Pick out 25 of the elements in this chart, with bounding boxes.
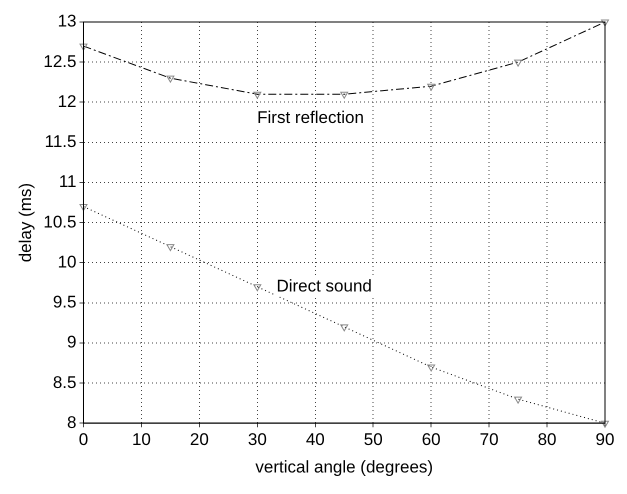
x-axis-title: vertical angle (degrees): [255, 457, 434, 476]
x-tick-label: 80: [538, 430, 557, 450]
x-tick-label: 30: [248, 430, 267, 450]
annotation: First reflection: [257, 108, 364, 127]
x-tick-label: 70: [480, 430, 499, 450]
y-tick-label: 8.5: [52, 372, 76, 392]
y-tick-label: 9: [67, 332, 76, 352]
x-tick-label: 0: [78, 430, 88, 450]
x-tick-label: 10: [132, 430, 151, 450]
x-tick-label: 60: [422, 430, 441, 450]
x-tick-label: 90: [596, 430, 614, 450]
y-tick-label: 11: [58, 172, 76, 192]
x-tick-label: 20: [190, 430, 209, 450]
x-tick-label: 40: [306, 430, 325, 450]
y-tick-label: 12: [58, 92, 76, 111]
y-tick-label: 12.5: [43, 52, 76, 71]
y-axis-title: delay (ms): [16, 182, 35, 262]
y-tick-label: 10.5: [43, 212, 76, 232]
y-tick-label: 13: [58, 12, 76, 31]
y-tick-label: 8: [67, 412, 76, 432]
annotation: Direct sound: [276, 276, 372, 296]
x-tick-label: 50: [364, 430, 383, 450]
y-tick-label: 10: [58, 252, 76, 272]
y-tick-label: 11.5: [44, 132, 76, 152]
y-tick-label: 9.5: [52, 292, 76, 312]
